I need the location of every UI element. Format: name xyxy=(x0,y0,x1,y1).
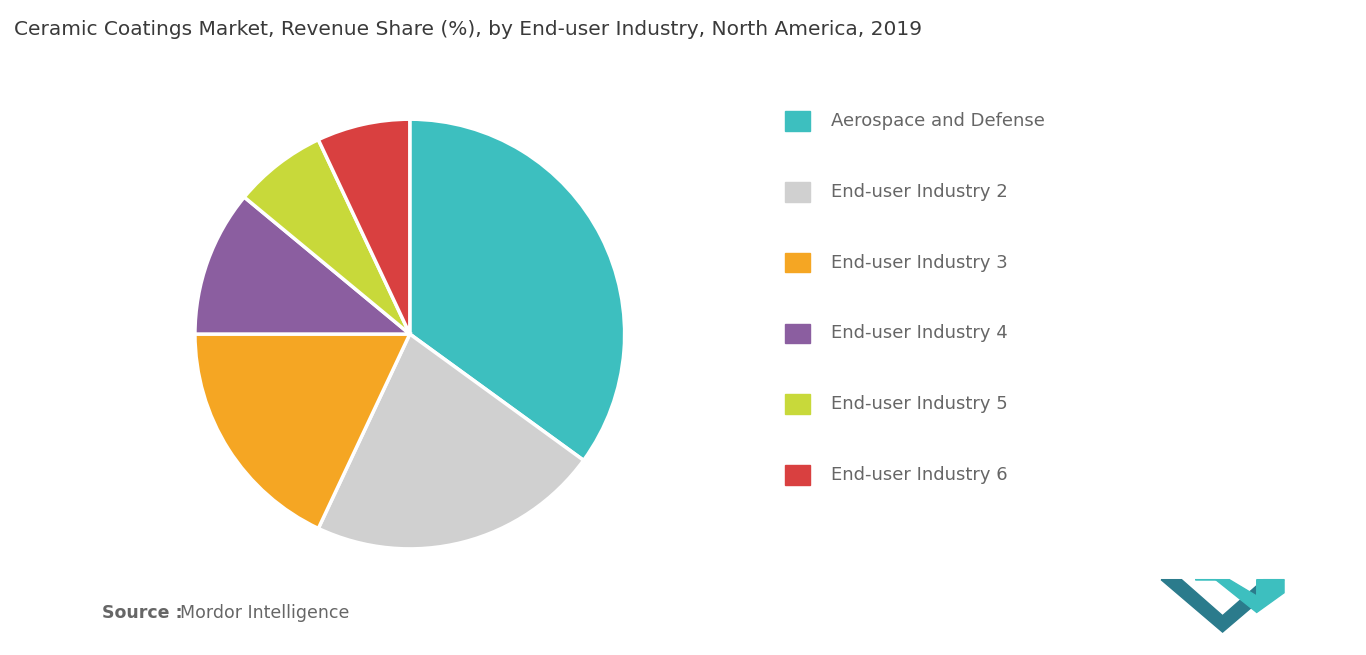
Wedge shape xyxy=(318,334,583,549)
Wedge shape xyxy=(410,119,624,460)
Text: End-user Industry 5: End-user Industry 5 xyxy=(831,395,1007,413)
Text: End-user Industry 6: End-user Industry 6 xyxy=(831,466,1007,484)
Text: End-user Industry 3: End-user Industry 3 xyxy=(831,253,1007,272)
Text: End-user Industry 2: End-user Industry 2 xyxy=(831,183,1007,201)
Wedge shape xyxy=(195,197,410,334)
Polygon shape xyxy=(1161,580,1284,632)
Text: End-user Industry 4: End-user Industry 4 xyxy=(831,324,1007,343)
Wedge shape xyxy=(318,119,410,334)
Text: Mordor Intelligence: Mordor Intelligence xyxy=(180,605,350,622)
Text: Aerospace and Defense: Aerospace and Defense xyxy=(831,112,1045,130)
Wedge shape xyxy=(245,140,410,334)
Text: Ceramic Coatings Market, Revenue Share (%), by End-user Industry, North America,: Ceramic Coatings Market, Revenue Share (… xyxy=(14,20,922,39)
Polygon shape xyxy=(1195,580,1284,612)
Text: Source :: Source : xyxy=(102,605,183,622)
Wedge shape xyxy=(195,334,410,529)
